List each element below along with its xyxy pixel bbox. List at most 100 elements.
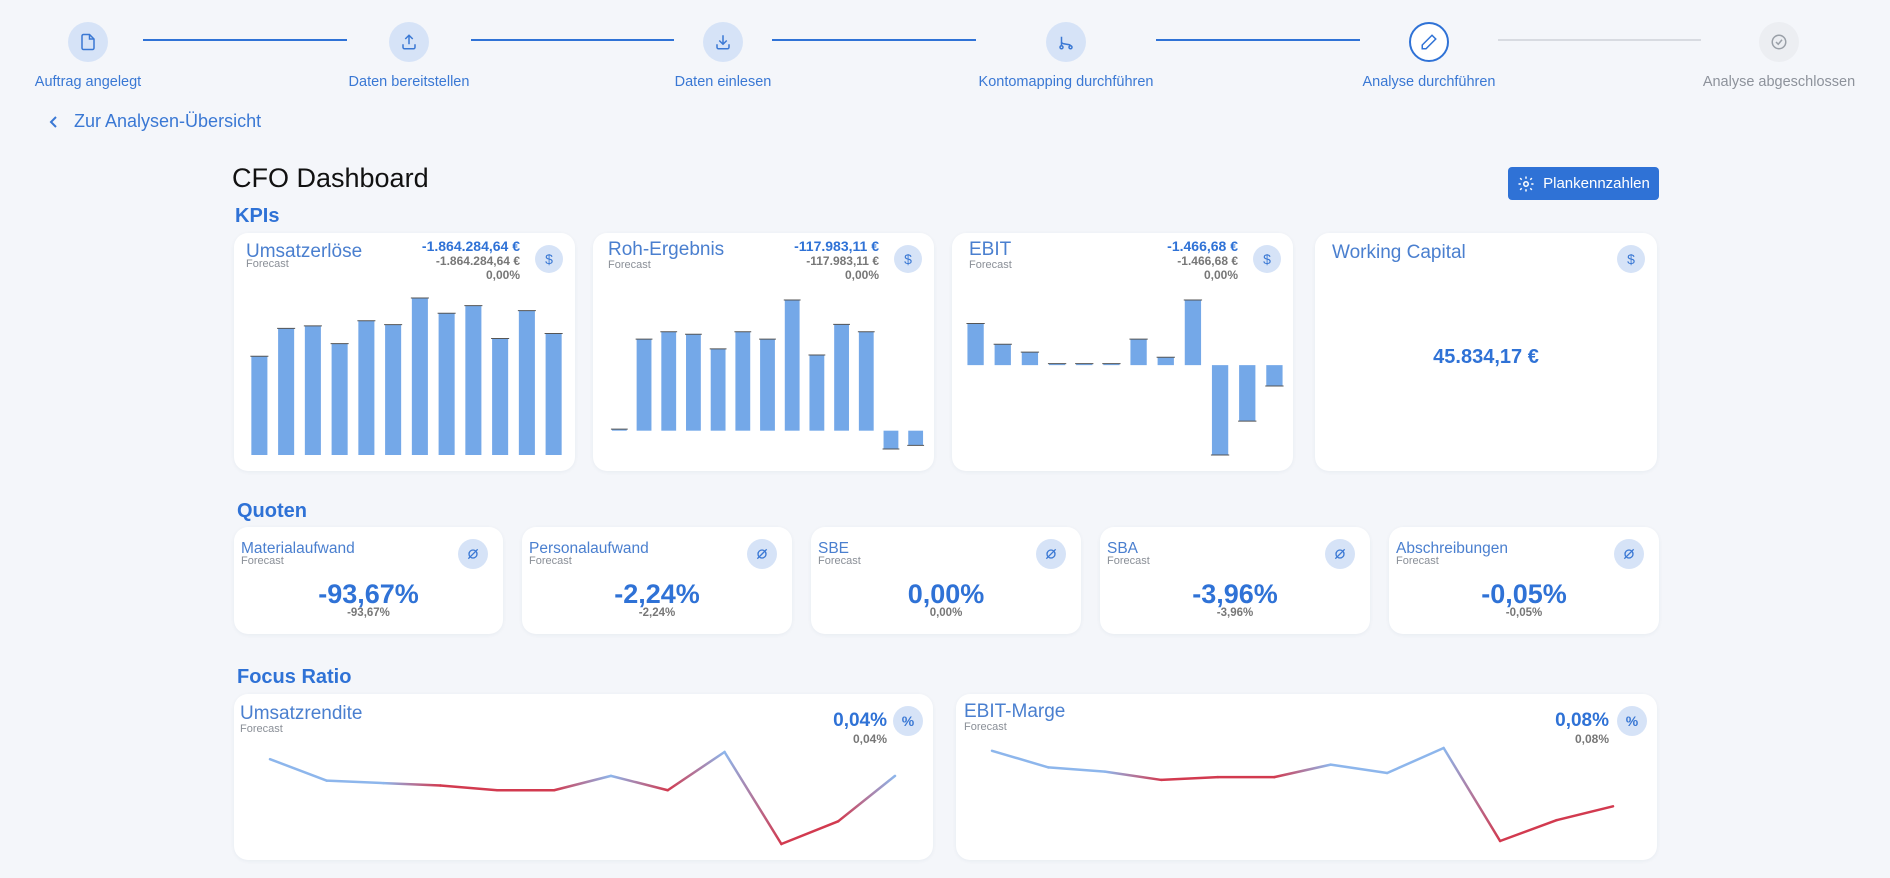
back-to-overview-link[interactable]: Zur Analysen-Übersicht: [48, 111, 261, 132]
chart-bar: [1076, 363, 1093, 366]
kpi-card-working-capital[interactable]: Working Capital $ 45.834,17 €: [1315, 233, 1657, 471]
quote-card-abschreibungen[interactable]: Abschreibungen Forecast -0,05% -0,05%: [1389, 527, 1659, 634]
chart-bar: [465, 305, 482, 455]
focus-card-ebit-marge[interactable]: EBIT-Marge Forecast 0,08% 0,08% %: [956, 694, 1657, 860]
step-label: Daten einlesen: [674, 74, 772, 90]
card-title: Materialaufwand: [241, 540, 355, 557]
quote-secondary-value: -2,24%: [638, 607, 676, 619]
card-title: Working Capital: [1332, 242, 1466, 263]
focus-card-umsatzrendite[interactable]: Umsatzrendite Forecast 0,04% 0,04% %: [234, 694, 933, 860]
step-label: Analyse abgeschlossen: [1702, 74, 1856, 90]
line-chart-umsatzrendite: [268, 750, 897, 846]
chevron-left-icon: [49, 115, 57, 128]
focus-main-value: 0,04%: [833, 710, 887, 731]
card-subtitle: Forecast: [818, 555, 861, 567]
step-connector: [772, 39, 976, 41]
quote-value: 0,00%: [907, 579, 985, 609]
step-label: Daten bereitstellen: [348, 74, 470, 90]
chart-bar: [385, 324, 402, 455]
dollar-icon[interactable]: $: [894, 245, 922, 273]
step-label: Kontomapping durchführen: [978, 74, 1154, 90]
line-segment: [836, 774, 897, 823]
step-daten-einlesen[interactable]: Daten einlesen: [623, 22, 823, 90]
card-title: SBE: [818, 540, 850, 557]
line-segment: [990, 749, 1050, 769]
quote-card-sbe[interactable]: SBE Forecast 0,00% 0,00%: [811, 527, 1081, 634]
quote-card-sba[interactable]: SBA Forecast -3,96% -3,96%: [1100, 527, 1370, 634]
line-segment: [609, 774, 669, 792]
card-subtitle: Forecast: [1396, 555, 1439, 567]
average-icon[interactable]: [747, 539, 777, 569]
quote-secondary-value: -93,67%: [347, 607, 390, 619]
kpi-secondary-value: -117.983,11 €: [806, 254, 879, 268]
average-icon[interactable]: [1325, 539, 1355, 569]
card-subtitle: Forecast: [964, 721, 1007, 733]
line-segment: [723, 750, 783, 846]
step-label: Analyse durchführen: [1362, 74, 1496, 90]
section-title-kpis: KPIs: [235, 205, 280, 227]
chart-bar: [1103, 363, 1120, 366]
step-kontomapping[interactable]: Kontomapping durchführen: [966, 22, 1166, 90]
chart-bar: [760, 339, 775, 431]
quote-card-materialaufwand[interactable]: Materialaufwand Forecast -93,67% -93,67%: [234, 527, 503, 634]
line-segment: [1385, 746, 1445, 775]
percent-icon[interactable]: %: [1617, 706, 1647, 736]
quote-value: -3,96%: [1192, 579, 1278, 609]
kpi-secondary-value: -1.466,68 €: [1177, 254, 1238, 268]
dollar-icon[interactable]: $: [1617, 245, 1645, 273]
line-segment: [1555, 805, 1615, 822]
average-icon[interactable]: [458, 539, 488, 569]
chart-bar: [967, 323, 984, 366]
line-segment: [325, 779, 385, 785]
quote-card-personalaufwand[interactable]: Personalaufwand Forecast -2,24% -2,24%: [522, 527, 792, 634]
kpi-card-roh-ergebnis[interactable]: Roh-Ergebnis Forecast -117.983,11 € -117…: [593, 233, 934, 471]
focus-main-value: 0,08%: [1555, 710, 1609, 731]
step-auftrag-angelegt[interactable]: Auftrag angelegt: [0, 22, 188, 90]
progress-stepper: Auftrag angelegt Daten bereitstellen Dat…: [0, 0, 1890, 100]
dollar-icon[interactable]: $: [1253, 245, 1281, 273]
line-segment: [382, 781, 442, 787]
step-analyse-durchfuehren[interactable]: Analyse durchführen: [1329, 22, 1529, 90]
kpi-card-ebit[interactable]: EBIT Forecast -1.466,68 € -1.466,68 € 0,…: [952, 233, 1293, 471]
chart-bar: [1239, 365, 1256, 422]
card-subtitle: Forecast: [1107, 555, 1150, 567]
dollar-icon[interactable]: $: [535, 245, 563, 273]
kpi-delta-percent: 0,00%: [485, 268, 520, 282]
pencil-icon: [1409, 22, 1449, 62]
chart-bar: [331, 343, 348, 455]
line-segment: [439, 784, 499, 792]
chart-bar: [784, 300, 800, 431]
average-icon[interactable]: [1614, 539, 1644, 569]
average-icon[interactable]: [1036, 539, 1066, 569]
chart-bar: [1130, 339, 1147, 366]
line-segment: [1047, 766, 1107, 773]
step-label: Auftrag angelegt: [34, 74, 142, 90]
file-icon: [68, 22, 108, 62]
focus-secondary-value: 0,08%: [1574, 732, 1609, 746]
chart-bar: [438, 313, 455, 455]
chart-bar: [1021, 352, 1039, 366]
check-circle-icon: [1759, 22, 1799, 62]
chart-bar: [858, 331, 874, 431]
kpi-delta-percent: 0,00%: [844, 268, 879, 282]
step-connector: [1156, 39, 1360, 41]
bar-chart-ebit: [966, 299, 1284, 456]
kpi-card-umsatzerloese[interactable]: Umsatzerlöse Forecast -1.864.284,64 € -1…: [234, 233, 575, 471]
percent-icon[interactable]: %: [893, 706, 923, 736]
kpi-main-value: -1.864.284,64 €: [421, 238, 520, 254]
line-segment: [1329, 763, 1389, 775]
plankennzahlen-button[interactable]: Plankennzahlen: [1508, 167, 1659, 200]
step-daten-bereitstellen[interactable]: Daten bereitstellen: [309, 22, 509, 90]
card-title: Roh-Ergebnis: [608, 239, 725, 260]
chart-bar: [251, 356, 268, 455]
chart-bar: [1211, 365, 1229, 455]
chart-bar: [994, 344, 1011, 366]
card-subtitle: Forecast: [246, 258, 289, 270]
step-analyse-abgeschlossen[interactable]: Analyse abgeschlossen: [1679, 22, 1879, 90]
quote-secondary-value: -3,96%: [1216, 607, 1254, 619]
chart-bar: [661, 331, 677, 431]
kpi-main-value: -117.983,11 €: [794, 238, 879, 254]
kpi-main-value: -1.466,68 €: [1167, 238, 1238, 254]
line-segment: [1103, 770, 1163, 782]
step-connector: [1498, 39, 1701, 41]
